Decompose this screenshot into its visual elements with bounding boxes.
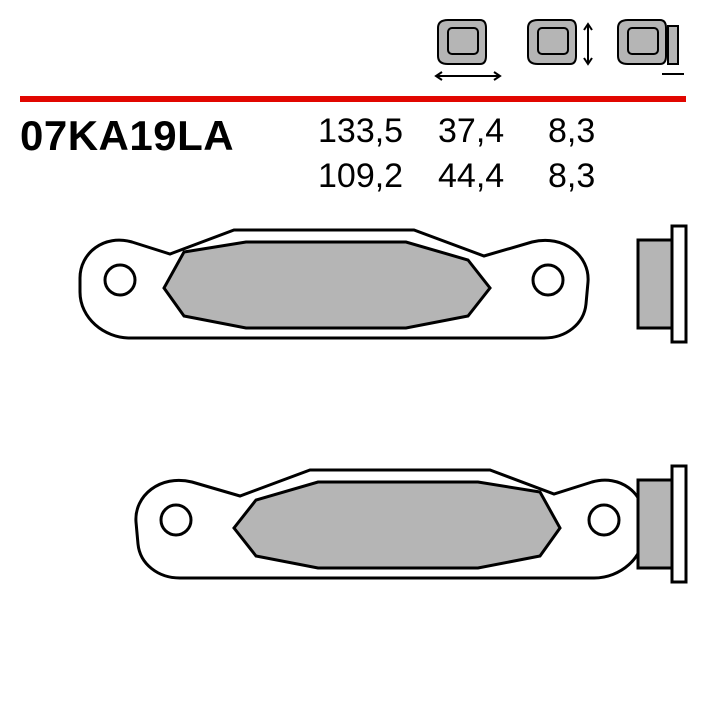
technical-drawings bbox=[14, 218, 710, 698]
brake-pad-bottom-face bbox=[136, 470, 644, 578]
dim-row2-thick: 8,3 bbox=[548, 157, 628, 196]
dimension-B-icon bbox=[520, 14, 596, 82]
dim-row1-thick: 8,3 bbox=[548, 112, 628, 151]
spec-sheet: 07KA19LA 133,5 37,4 8,3 109,2 44,4 8,3 bbox=[0, 0, 724, 724]
dim-row1-width: 133,5 bbox=[318, 112, 438, 151]
dimensions-table: 133,5 37,4 8,3 109,2 44,4 8,3 bbox=[318, 112, 628, 196]
dim-row1-height: 37,4 bbox=[438, 112, 548, 151]
part-number: 07KA19LA bbox=[20, 112, 234, 160]
brake-pad-top-face bbox=[80, 230, 588, 338]
side-view bbox=[638, 466, 686, 582]
dimension-A-icon bbox=[430, 14, 506, 82]
dim-row2-height: 44,4 bbox=[438, 157, 548, 196]
dimension-C-icon bbox=[610, 14, 686, 82]
brake-pad-drawings bbox=[14, 218, 710, 698]
side-view bbox=[638, 226, 686, 342]
red-divider bbox=[20, 96, 686, 102]
dim-row2-width: 109,2 bbox=[318, 157, 438, 196]
header-icon-row bbox=[430, 14, 686, 82]
